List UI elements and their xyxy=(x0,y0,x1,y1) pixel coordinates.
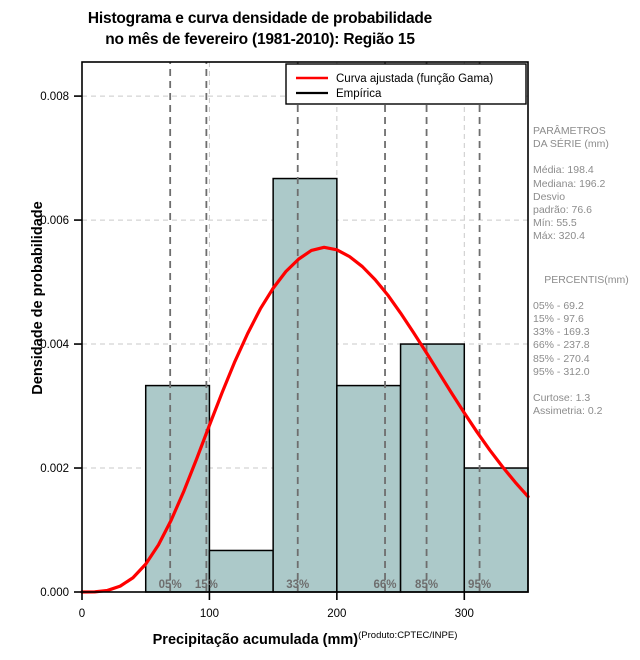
x-tick-label: 200 xyxy=(327,608,346,620)
x-axis-label-text: Precipitação acumulada (mm) xyxy=(152,631,359,648)
histogram-bars xyxy=(144,177,529,593)
title-line-2: no mês de fevereiro (1981-2010): Região … xyxy=(105,31,415,48)
stat-mediana: Mediana: 196.2 xyxy=(533,177,606,190)
params-title-line-2: DA SÉRIE (mm) xyxy=(533,138,609,151)
histogram-bar xyxy=(208,549,274,593)
percentil-row: 33% - 169.3 xyxy=(533,326,590,339)
title-line-1: Histograma e curva densidade de probabil… xyxy=(87,10,433,27)
percentil-row: 15% - 97.6 xyxy=(533,313,584,326)
legend-label-curve: Curva ajustada (função Gama) xyxy=(336,73,493,85)
stat-assimetria: Assimetria: 0.2 xyxy=(533,405,603,418)
percentile-label: 33% xyxy=(286,579,309,591)
stat-desvio-line-1: Desvio xyxy=(533,190,566,203)
percentile-labels: 05% 15% 33% 66% 85% 95% xyxy=(159,579,491,591)
plot-frame xyxy=(81,61,529,593)
stat-min: Mín: 55.5 xyxy=(533,217,577,230)
percentil-row: 05% - 69.2 xyxy=(533,299,584,312)
percentis-title: PERCENTIS(mm) xyxy=(544,273,629,286)
percentile-label: 95% xyxy=(468,579,491,591)
histogram-bar xyxy=(463,467,529,593)
percentile-label: 15% xyxy=(195,579,218,591)
percentile-label: 85% xyxy=(415,579,438,591)
percentile-label: 05% xyxy=(159,579,182,591)
legend-border xyxy=(285,63,527,105)
percentis-list: 05% - 69.2 15% - 97.6 33% - 169.3 66% - 237… xyxy=(533,300,640,379)
percentil-row: 95% - 312.0 xyxy=(533,365,590,378)
legend-label-empirical: Empírica xyxy=(336,88,382,100)
percentil-row: 85% - 270.4 xyxy=(533,352,590,365)
axis-ticks: 0 100 200 300 0.000 0.002 0.004 0.006 0.008 xyxy=(40,91,474,620)
params-title-line-1: PARÂMETROS xyxy=(533,125,606,137)
x-tick-label: 300 xyxy=(455,608,474,620)
x-tick-label: 0 xyxy=(79,608,85,620)
y-axis-label: Densidade de probabilidade xyxy=(30,201,46,395)
stat-curtose: Curtose: 1.3 xyxy=(533,392,591,405)
percentil-row: 66% - 237.8 xyxy=(533,339,590,352)
histogram-bar xyxy=(272,177,338,593)
y-tick-label: 0.006 xyxy=(40,215,69,227)
gamma-curve xyxy=(80,245,530,594)
stat-max: Máx: 320.4 xyxy=(533,230,585,243)
histogram-bar xyxy=(399,343,466,593)
percentile-lines xyxy=(169,62,481,592)
histogram-bar xyxy=(144,384,211,593)
y-tick-label: 0.004 xyxy=(40,339,69,351)
x-tick-label: 100 xyxy=(200,608,219,620)
stat-media: Média: 198.4 xyxy=(533,164,594,177)
y-tick-label: 0.008 xyxy=(40,91,69,103)
stats-panel: PARÂMETROS DA SÉRIE (mm) Média: 198.4 Me… xyxy=(533,125,640,418)
stat-desvio-line-2: padrão: 76.6 xyxy=(533,204,592,217)
y-tick-label: 0.000 xyxy=(40,587,69,599)
y-tick-label: 0.002 xyxy=(40,463,69,475)
percentile-label: 66% xyxy=(374,579,397,591)
x-axis-label: Precipitação acumulada (mm)(Produto:CPTE… xyxy=(82,630,528,648)
histogram-bar xyxy=(336,384,402,593)
legend: Curva ajustada (função Gama) Empírica xyxy=(285,63,527,105)
page-title: Histograma e curva densidade de probabil… xyxy=(0,8,520,50)
x-axis-label-source: (Produto:CPTEC/INPE) xyxy=(358,630,458,641)
